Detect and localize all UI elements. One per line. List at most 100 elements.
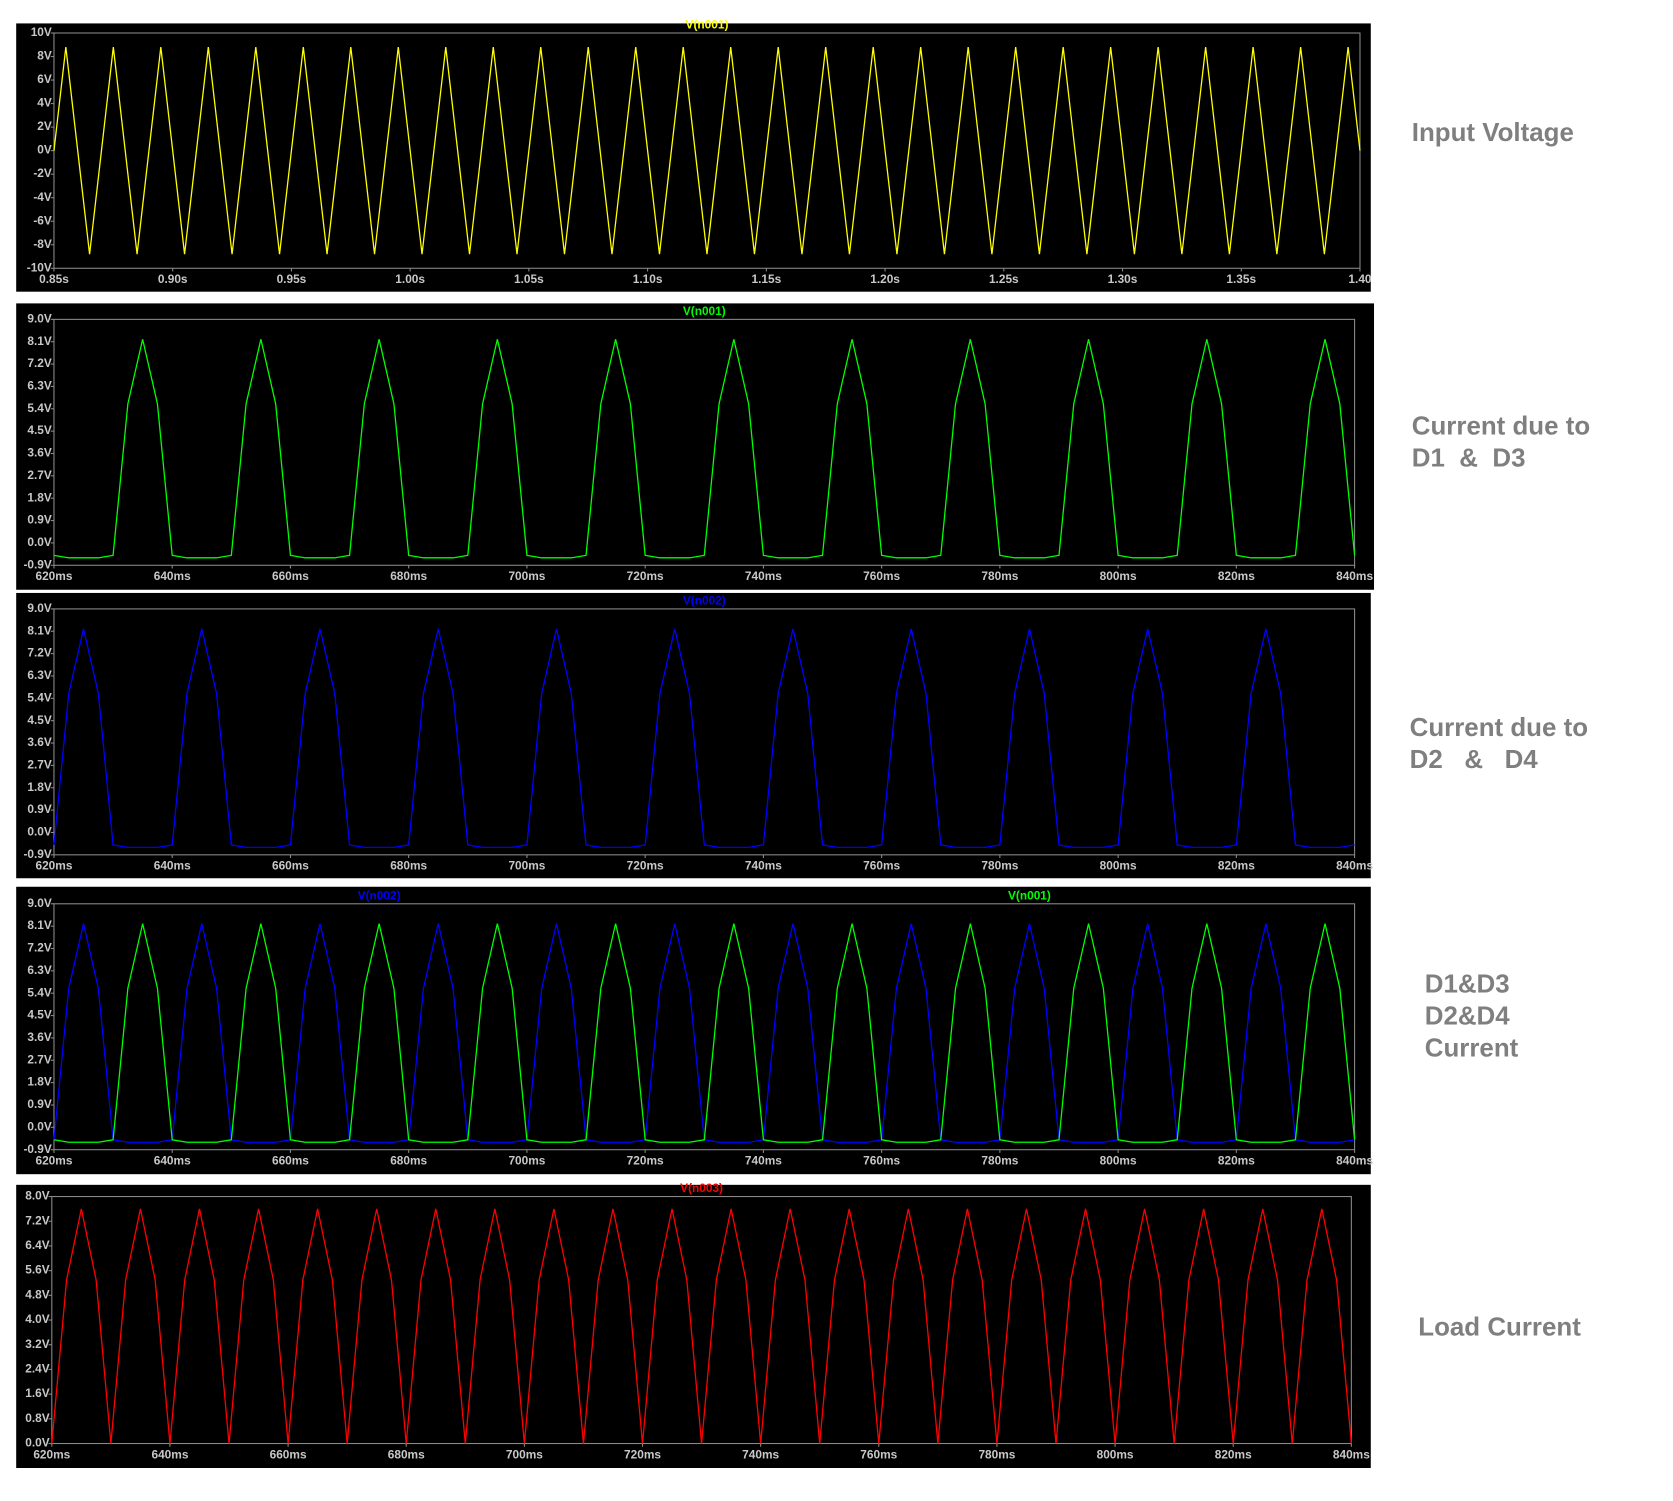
x-tick-label: 760ms (863, 860, 900, 873)
x-tick-label: 640ms (151, 1448, 188, 1461)
x-tick-label: 1.40 (1348, 273, 1372, 286)
x-tick-label: 0.95s (277, 273, 307, 286)
x-tick-label: 620ms (35, 570, 72, 583)
y-tick-label: -8V (33, 238, 52, 251)
y-tick-label: 4.5V (27, 424, 52, 437)
y-tick-label: 4V (37, 97, 52, 110)
trace-name: V(n001) (686, 19, 729, 32)
y-tick-label: 0.0V (27, 1121, 52, 1134)
y-tick-label: 3.6V (27, 736, 52, 749)
x-tick-label: 660ms (272, 860, 309, 873)
x-tick-label: 740ms (745, 1155, 782, 1168)
trace (53, 339, 1356, 559)
y-tick-label: -0.9V (23, 558, 51, 571)
y-tick-label: 1.8V (27, 1076, 52, 1089)
y-tick-label: -4V (33, 191, 52, 204)
x-tick-label: 0.90s (158, 273, 188, 286)
y-tick-label: 3.2V (25, 1338, 50, 1351)
x-tick-label: 640ms (154, 1155, 191, 1168)
annotation: Load Current (1418, 1313, 1581, 1341)
x-tick-label: 700ms (506, 1448, 543, 1461)
x-tick-label: 660ms (272, 570, 309, 583)
y-tick-label: 5.4V (27, 986, 52, 999)
y-tick-label: -0.9V (23, 848, 51, 861)
y-tick-label: 0.9V (27, 514, 52, 527)
x-tick-label: 1.25s (989, 273, 1019, 286)
x-tick-label: 760ms (860, 1448, 897, 1461)
y-tick-label: 2.7V (27, 1053, 52, 1066)
y-tick-label: -0.9V (23, 1143, 51, 1156)
plot-frame (53, 903, 1356, 1151)
y-tick-label: 0.0V (27, 826, 52, 839)
x-tick-label: 780ms (981, 570, 1018, 583)
x-tick-label: 720ms (627, 860, 664, 873)
x-tick-label: 780ms (978, 1448, 1015, 1461)
y-tick-label: 7.2V (27, 942, 52, 955)
trace-name: V(n001) (683, 305, 726, 318)
annotation: D2 & D4 (1410, 746, 1539, 774)
y-tick-label: 3.6V (27, 1031, 52, 1044)
x-tick-label: 0.85s (39, 273, 69, 286)
x-tick-label: 620ms (35, 860, 72, 873)
trace-name: V(n002) (358, 889, 401, 902)
trace-name: V(n002) (683, 595, 726, 608)
trace (53, 47, 1361, 255)
x-tick-label: 1.10s (633, 273, 663, 286)
trace (53, 628, 1355, 849)
x-tick-label: 780ms (981, 1155, 1018, 1168)
y-tick-label: 9.0V (27, 602, 52, 615)
y-tick-label: 7.2V (27, 647, 52, 660)
x-tick-label: 680ms (390, 1155, 427, 1168)
y-tick-label: 8.0V (25, 1190, 50, 1203)
panel-background (16, 1184, 1371, 1468)
y-tick-label: 7.2V (27, 357, 52, 370)
y-tick-label: 1.6V (25, 1387, 50, 1400)
x-tick-label: 820ms (1218, 570, 1255, 583)
y-tick-label: 5.6V (25, 1264, 50, 1277)
x-tick-label: 700ms (508, 860, 545, 873)
x-tick-label: 1.00s (395, 273, 425, 286)
y-tick-label: -2V (33, 167, 52, 180)
y-tick-label: 10V (31, 26, 52, 39)
y-tick-label: 8.1V (27, 919, 52, 932)
x-tick-label: 680ms (390, 570, 427, 583)
y-tick-label: 5.4V (27, 691, 52, 704)
y-tick-label: 9.0V (27, 313, 52, 326)
y-tick-label: 8.1V (27, 624, 52, 637)
y-tick-label: 0.9V (27, 1098, 52, 1111)
trace (51, 1208, 1352, 1444)
plot-frame (53, 318, 1356, 566)
y-tick-label: 4.0V (25, 1313, 50, 1326)
x-tick-label: 840ms (1336, 1155, 1373, 1168)
x-tick-label: 1.05s (514, 273, 544, 286)
trace (53, 923, 1356, 1143)
x-tick-label: 820ms (1218, 1155, 1255, 1168)
x-tick-label: 800ms (1100, 860, 1137, 873)
x-tick-label: 740ms (745, 860, 782, 873)
x-tick-label: 1.35s (1226, 273, 1256, 286)
y-tick-label: 7.2V (25, 1214, 50, 1227)
x-tick-label: 800ms (1100, 570, 1137, 583)
x-tick-label: 760ms (863, 570, 900, 583)
y-tick-label: 8.1V (27, 335, 52, 348)
annotation: D1 & D3 (1412, 445, 1526, 473)
y-tick-label: 2.7V (27, 759, 52, 772)
y-tick-label: -10V (27, 261, 52, 274)
x-tick-label: 720ms (627, 1155, 664, 1168)
annotation: D2&D4 (1425, 1003, 1511, 1031)
y-tick-label: 2.4V (25, 1363, 50, 1376)
x-tick-label: 660ms (272, 1155, 309, 1168)
x-tick-label: 680ms (390, 860, 427, 873)
x-tick-label: 840ms (1333, 1448, 1370, 1461)
x-tick-label: 780ms (981, 860, 1018, 873)
y-tick-label: 9.0V (27, 897, 52, 910)
x-tick-label: 660ms (270, 1448, 307, 1461)
annotation: Current due to (1410, 714, 1588, 742)
y-tick-label: 0.8V (25, 1412, 50, 1425)
x-tick-label: 820ms (1215, 1448, 1252, 1461)
annotation: Current due to (1412, 413, 1590, 441)
trace-name: V(n003) (680, 1182, 723, 1195)
y-tick-label: 2.7V (27, 469, 52, 482)
